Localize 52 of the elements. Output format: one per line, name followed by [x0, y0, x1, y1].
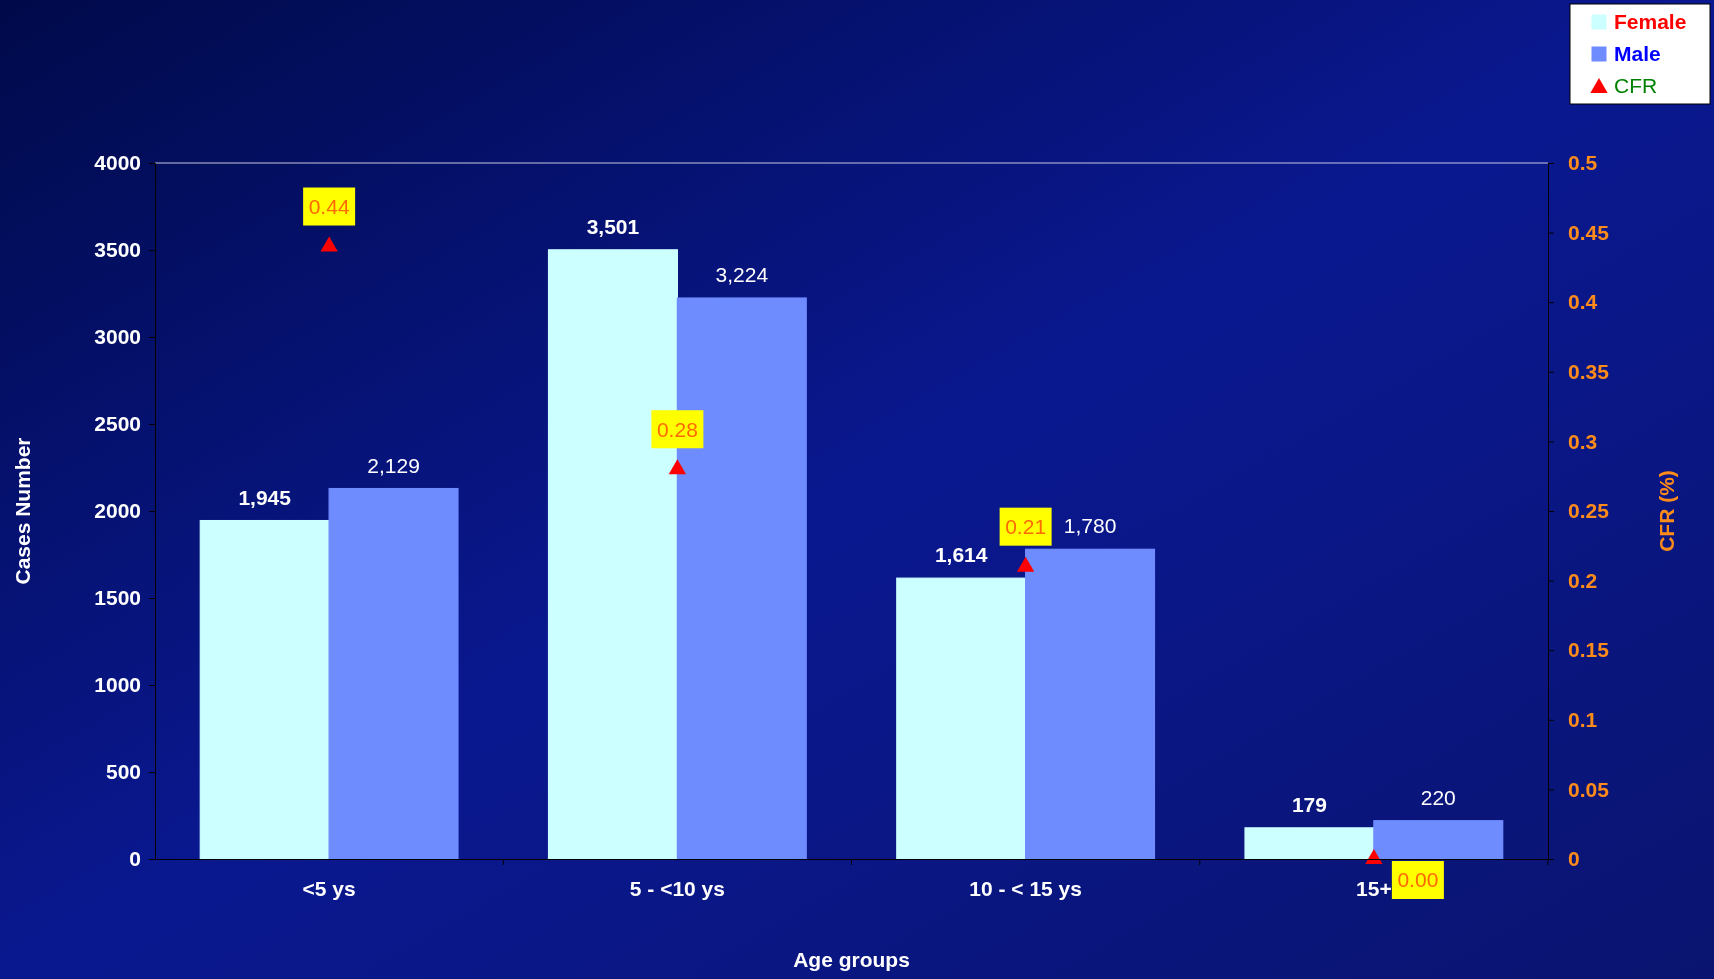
y-tick-label: 1500 [94, 586, 141, 610]
y2-tick-label: 0.1 [1568, 708, 1598, 732]
point [320, 236, 338, 252]
y2-tick-label: 0.4 [1568, 290, 1598, 314]
data-label: 1,780 [1063, 514, 1117, 538]
y-tick-label: 2000 [94, 499, 141, 523]
bar [896, 577, 1027, 860]
y2-tick-label: 0.5 [1568, 151, 1598, 175]
y2-tick-label: 0.15 [1568, 638, 1610, 662]
data-label: 0.21 [1005, 515, 1047, 539]
y-tick-label: 1000 [94, 673, 141, 697]
y2-tick-label: 0 [1568, 847, 1580, 871]
point [1365, 849, 1383, 864]
data-label: 0.00 [1397, 868, 1439, 892]
y2-tick-label: 0.25 [1568, 499, 1610, 523]
data-label: 0.44 [308, 194, 350, 218]
y-tick-label: 2500 [94, 412, 141, 436]
y2-tick-label: 0.45 [1568, 220, 1610, 244]
bar [199, 519, 330, 860]
x-tick-label: 15+ [1356, 876, 1392, 900]
bar [1373, 820, 1504, 860]
x-tick-label: <5 ys [302, 876, 356, 900]
bar [1244, 827, 1375, 860]
x-axis-title: Age groups [793, 948, 910, 971]
y2-tick-label: 0.3 [1568, 429, 1598, 453]
y-tick-label: 0 [129, 847, 141, 871]
data-label: 1,614 [934, 543, 988, 567]
y-tick-label: 500 [105, 760, 141, 784]
y-tick-label: 3000 [94, 325, 141, 349]
x-tick-label: 5 - <10 ys [629, 876, 725, 900]
legend-label: Male [1614, 42, 1661, 66]
y2-tick-label: 0.35 [1568, 360, 1610, 384]
data-label: 1,945 [238, 485, 292, 509]
bar [328, 487, 459, 860]
y-tick-label: 3500 [94, 238, 141, 262]
y2-tick-label: 0.05 [1568, 777, 1610, 801]
y2-tick-label: 0.2 [1568, 568, 1598, 592]
y-axis-title: Cases Number [11, 437, 34, 585]
bar [1025, 548, 1156, 860]
data-label: 2,129 [367, 453, 420, 477]
point [1016, 556, 1035, 572]
x-tick-label: 10 - < 15 ys [969, 876, 1082, 900]
point [668, 459, 687, 475]
data-label: 179 [1291, 792, 1327, 816]
data-label: 0.28 [656, 417, 698, 441]
legend-label: CFR [1614, 74, 1658, 98]
data-label: 3,224 [715, 263, 769, 287]
data-label: 220 [1420, 785, 1456, 809]
data-label: 3,501 [586, 214, 640, 238]
legend-label: Female [1614, 10, 1687, 34]
y2-axis-title: CFR (%) [1655, 470, 1678, 552]
y-tick-label: 4000 [94, 151, 141, 175]
